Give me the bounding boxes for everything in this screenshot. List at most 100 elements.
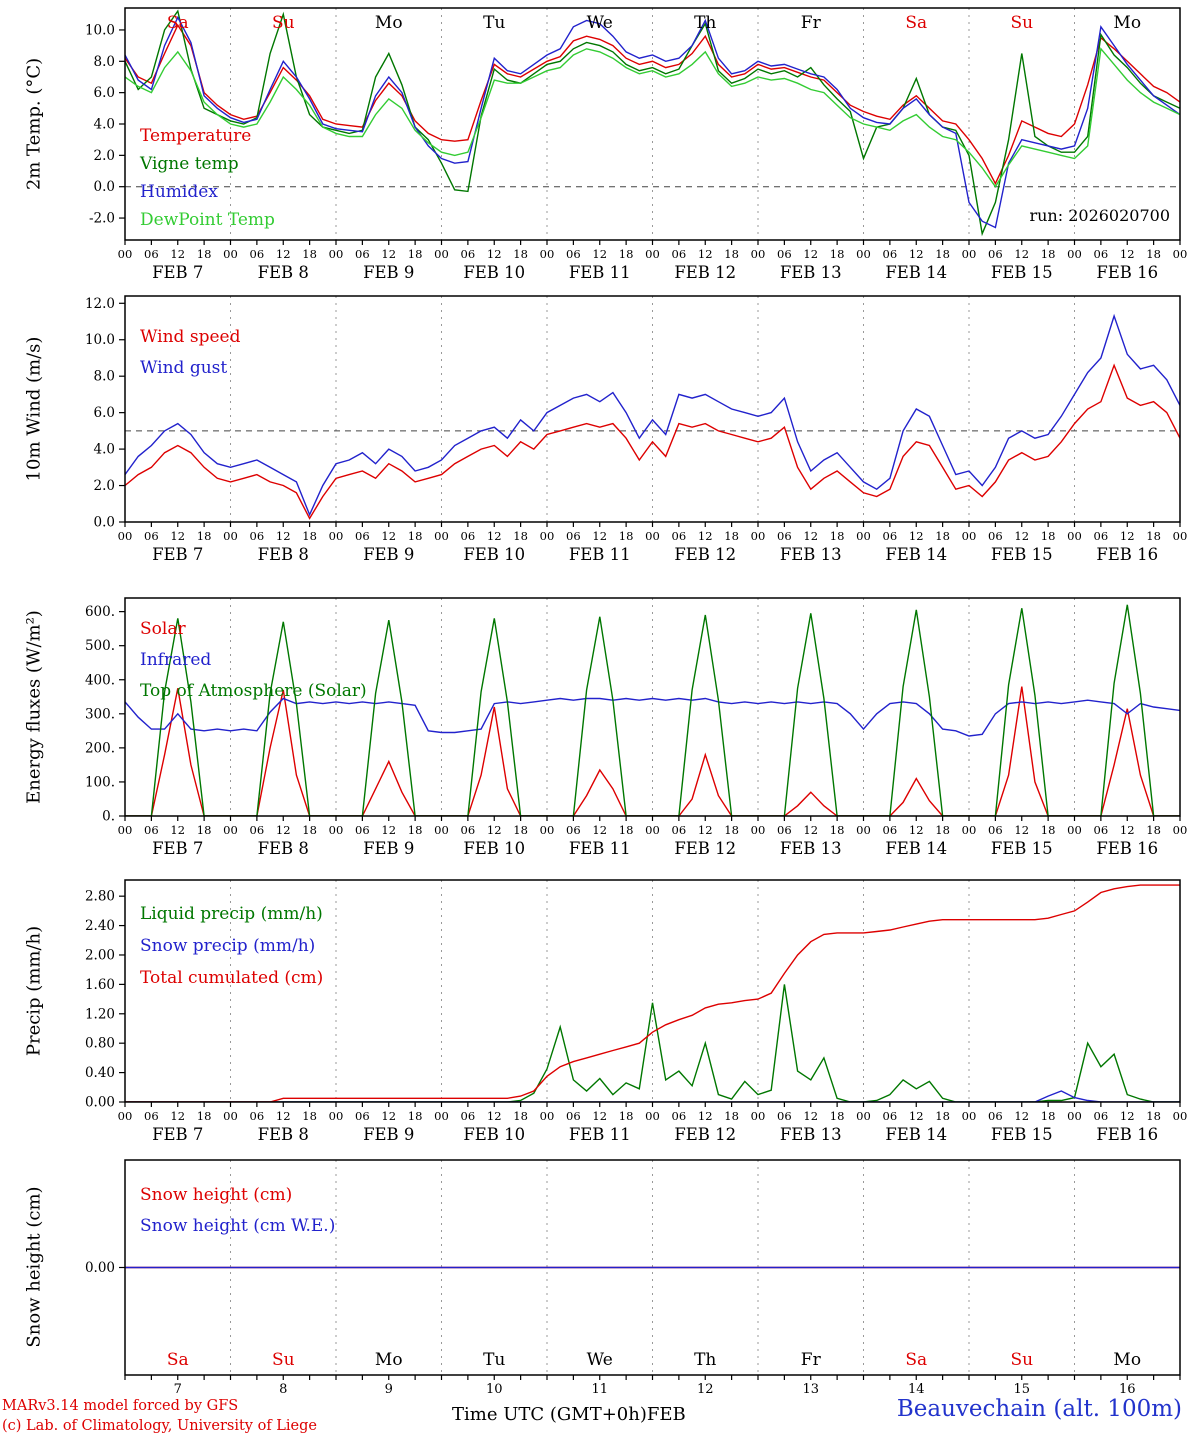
- svg-text:FEB 14: FEB 14: [885, 545, 947, 564]
- svg-text:06: 06: [1094, 247, 1109, 261]
- svg-text:00: 00: [329, 247, 344, 261]
- svg-text:FEB 10: FEB 10: [463, 1125, 525, 1144]
- energy-legend: Solar Infrared Top of Atmosphere (Solar): [140, 614, 367, 707]
- svg-text:18: 18: [724, 247, 739, 261]
- svg-text:FEB 8: FEB 8: [258, 545, 309, 564]
- precip-legend: Liquid precip (mm/h) Snow precip (mm/h) …: [140, 898, 323, 994]
- svg-text:Su: Su: [1010, 1350, 1033, 1370]
- legend-item-snow-height-we: Snow height (cm W.E.): [140, 1216, 336, 1236]
- svg-text:12: 12: [803, 823, 818, 837]
- svg-text:8.0: 8.0: [94, 54, 115, 70]
- svg-text:12: 12: [592, 823, 607, 837]
- svg-text:12: 12: [698, 529, 713, 543]
- svg-text:00: 00: [1173, 823, 1188, 837]
- legend-item-solar: Solar: [140, 619, 186, 639]
- svg-text:FEB 9: FEB 9: [363, 1125, 414, 1144]
- svg-text:FEB 11: FEB 11: [569, 263, 631, 282]
- svg-text:00: 00: [751, 529, 766, 543]
- svg-text:18: 18: [513, 247, 528, 261]
- svg-text:Fr: Fr: [801, 13, 822, 33]
- svg-text:18: 18: [1146, 1109, 1161, 1123]
- svg-text:7: 7: [174, 1382, 182, 1397]
- svg-text:06: 06: [355, 529, 370, 543]
- svg-text:FEB 7: FEB 7: [152, 263, 203, 282]
- svg-text:00: 00: [645, 247, 660, 261]
- snow-legend: Snow height (cm) Snow height (cm W.E.): [140, 1180, 335, 1242]
- legend-item-total-cumulated: Total cumulated (cm): [140, 968, 324, 988]
- svg-text:00: 00: [329, 1109, 344, 1123]
- svg-text:-2.0: -2.0: [89, 211, 115, 227]
- svg-text:00: 00: [962, 529, 977, 543]
- svg-text:00: 00: [434, 529, 449, 543]
- svg-text:06: 06: [988, 529, 1003, 543]
- svg-text:18: 18: [1041, 247, 1056, 261]
- svg-text:06: 06: [355, 1109, 370, 1123]
- svg-text:18: 18: [197, 1109, 212, 1123]
- svg-text:300.: 300.: [85, 706, 115, 722]
- legend-item-liquid-precip: Liquid precip (mm/h): [140, 904, 323, 924]
- svg-text:12: 12: [592, 529, 607, 543]
- svg-text:4.0: 4.0: [94, 117, 115, 133]
- svg-text:18: 18: [302, 1109, 317, 1123]
- svg-text:00: 00: [645, 823, 660, 837]
- svg-text:06: 06: [883, 823, 898, 837]
- svg-text:0.0: 0.0: [94, 179, 115, 195]
- svg-text:00: 00: [645, 529, 660, 543]
- legend-item-wind-gust: Wind gust: [140, 358, 228, 378]
- svg-text:00: 00: [540, 247, 555, 261]
- svg-text:FEB 9: FEB 9: [363, 263, 414, 282]
- svg-text:18: 18: [830, 823, 845, 837]
- svg-text:00: 00: [540, 529, 555, 543]
- svg-text:18: 18: [830, 247, 845, 261]
- svg-text:12: 12: [276, 529, 291, 543]
- svg-text:18: 18: [619, 823, 634, 837]
- svg-text:10.0: 10.0: [85, 332, 115, 348]
- svg-text:00: 00: [645, 1109, 660, 1123]
- svg-text:00: 00: [434, 1109, 449, 1123]
- svg-text:500.: 500.: [85, 638, 115, 654]
- svg-text:18: 18: [513, 823, 528, 837]
- svg-text:FEB 16: FEB 16: [1096, 263, 1158, 282]
- svg-text:18: 18: [513, 529, 528, 543]
- svg-text:Mo: Mo: [1113, 13, 1141, 33]
- svg-text:FEB 7: FEB 7: [152, 839, 203, 858]
- svg-text:Sa: Sa: [905, 13, 927, 33]
- svg-text:12: 12: [1120, 1109, 1135, 1123]
- legend-item-toa-solar: Top of Atmosphere (Solar): [140, 681, 367, 701]
- svg-text:00: 00: [962, 1109, 977, 1123]
- svg-text:Su: Su: [272, 13, 295, 33]
- svg-text:0.00: 0.00: [85, 1260, 115, 1276]
- svg-text:06: 06: [355, 823, 370, 837]
- svg-text:1.20: 1.20: [85, 1006, 115, 1022]
- legend-item-dewpoint: DewPoint Temp: [140, 210, 275, 230]
- svg-text:12: 12: [487, 529, 502, 543]
- svg-text:14: 14: [908, 1382, 925, 1397]
- svg-text:06: 06: [672, 823, 687, 837]
- svg-text:18: 18: [1146, 823, 1161, 837]
- svg-text:FEB 9: FEB 9: [363, 839, 414, 858]
- svg-text:12: 12: [170, 823, 185, 837]
- svg-text:12: 12: [1014, 823, 1029, 837]
- svg-text:18: 18: [302, 247, 317, 261]
- svg-text:06: 06: [144, 1109, 159, 1123]
- svg-text:FEB 15: FEB 15: [991, 263, 1053, 282]
- svg-text:10.0: 10.0: [85, 22, 115, 38]
- svg-text:FEB 11: FEB 11: [569, 839, 631, 858]
- svg-text:00: 00: [118, 529, 133, 543]
- svg-text:8.0: 8.0: [94, 369, 115, 385]
- svg-text:18: 18: [830, 529, 845, 543]
- svg-text:00: 00: [329, 823, 344, 837]
- svg-text:2.0: 2.0: [94, 148, 115, 164]
- svg-text:06: 06: [1094, 823, 1109, 837]
- svg-text:06: 06: [250, 823, 265, 837]
- svg-text:00: 00: [962, 823, 977, 837]
- svg-text:18: 18: [197, 247, 212, 261]
- svg-text:12: 12: [1120, 247, 1135, 261]
- svg-text:18: 18: [408, 247, 423, 261]
- svg-text:400.: 400.: [85, 672, 115, 688]
- svg-text:00: 00: [856, 247, 871, 261]
- legend-item-temperature: Temperature: [140, 126, 252, 146]
- svg-text:18: 18: [619, 529, 634, 543]
- svg-text:12: 12: [170, 1109, 185, 1123]
